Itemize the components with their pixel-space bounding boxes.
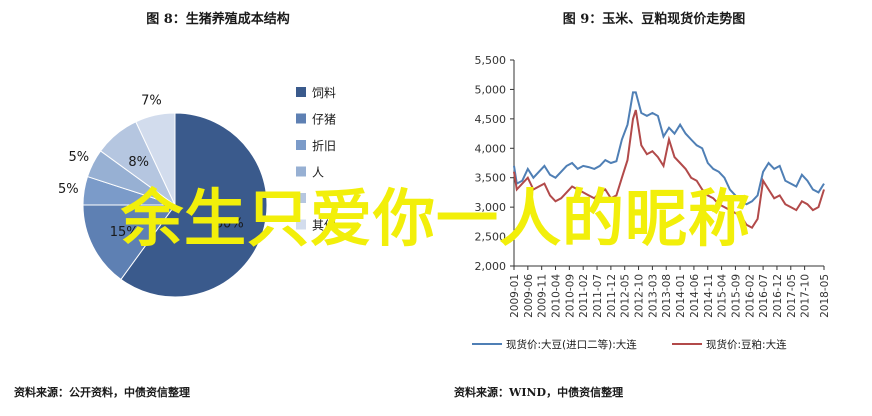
line-chart-source: 资料来源：WIND，中债资信整理	[454, 386, 624, 399]
line-chart-title: 图 9：玉米、豆粕现货价走势图	[562, 12, 746, 27]
line-chart: 2,000 2,500 3,000 3,500 4,000 4,500 5,000 5,500…	[472, 54, 831, 351]
pie-data-label: 8%	[128, 155, 149, 170]
x-tick-label: 2012-10	[634, 274, 646, 318]
pie-slice	[135, 112, 176, 206]
legend-label: 现货价:豆粕:大连	[706, 338, 787, 351]
legend-label: 仔猪	[312, 113, 336, 127]
x-tick-label: 2014-06	[689, 274, 701, 318]
x-tick-label: 2011-12	[606, 274, 618, 318]
pie-chart-title: 图 8：生猪养殖成本结构	[146, 12, 290, 27]
legend-swatch	[296, 140, 306, 150]
legend-swatch	[296, 166, 306, 177]
x-tick-label: 2010-04	[551, 274, 563, 318]
line-chart-panel: 图 9：玉米、豆粕现货价走势图 2,000 2,500 3,000 3,500 4,00…	[436, 0, 872, 416]
pie-slice	[120, 112, 268, 298]
legend-swatch	[296, 113, 306, 124]
y-tick-label: 5,000	[475, 83, 507, 96]
y-tick-label: 3,500	[475, 172, 507, 185]
legend-label: 其他	[312, 219, 336, 233]
pie-slice	[82, 204, 176, 281]
series-line	[513, 91, 825, 206]
pie-data-label: 60%	[215, 217, 244, 232]
x-tick-label: 2016-02	[744, 274, 756, 318]
x-tick-label: 2013-08	[661, 274, 673, 318]
x-tick-label: 2015-09	[730, 274, 742, 318]
legend-swatch	[296, 193, 306, 203]
y-tick-label: 4,000	[475, 142, 507, 155]
legend-swatch	[296, 87, 306, 97]
legend-label: 饲料	[312, 86, 336, 100]
legend-label: 折旧	[312, 138, 336, 153]
x-tick-label: 2017-05	[786, 274, 798, 318]
x-tick-label: 2012-05	[620, 274, 632, 318]
x-tick-label: 2016-07	[758, 274, 770, 318]
legend-swatch	[296, 219, 306, 230]
y-tick-label: 5,500	[475, 54, 507, 67]
pie-chart-panel: 图 8：生猪养殖成本结构 60% 15% 5% 5% 8% 7% 饲料仔猪折旧人其他 资料来…	[14, 12, 336, 399]
pie-data-label: 7%	[141, 94, 162, 109]
x-tick-label: 2015-04	[717, 274, 729, 318]
pie-data-label: 5%	[58, 182, 79, 197]
y-tick-label: 4,500	[475, 113, 507, 126]
x-tick-label: 2009-01	[509, 274, 521, 318]
x-tick-label: 2009-06	[523, 274, 535, 318]
x-tick-label: 2009-11	[537, 274, 549, 318]
y-tick-label: 3,000	[475, 201, 507, 214]
series-line	[513, 109, 825, 230]
legend-label: 人	[312, 166, 324, 180]
x-tick-label: 2014-11	[703, 274, 715, 318]
pie-data-label: 15%	[110, 225, 139, 240]
y-tick-label: 2,500	[475, 231, 507, 244]
x-tick-label: 2018-05	[819, 274, 831, 318]
x-tick-label: 2014-01	[675, 274, 687, 318]
legend-label: 现货价:大豆(进口二等):大连	[506, 338, 637, 351]
x-tick-label: 2013-03	[647, 274, 659, 318]
x-tick-label: 2017-10	[800, 274, 812, 318]
y-tick-label: 2,000	[475, 260, 507, 273]
x-tick-label: 2016-12	[772, 274, 784, 318]
x-tick-label: 2011-07	[592, 274, 604, 318]
pie-chart-source: 资料来源：公开资料，中债资信整理	[14, 386, 190, 399]
x-tick-label: 2011-02	[578, 274, 590, 318]
x-tick-label: 2010-09	[564, 274, 576, 318]
pie-data-label: 5%	[68, 150, 89, 165]
